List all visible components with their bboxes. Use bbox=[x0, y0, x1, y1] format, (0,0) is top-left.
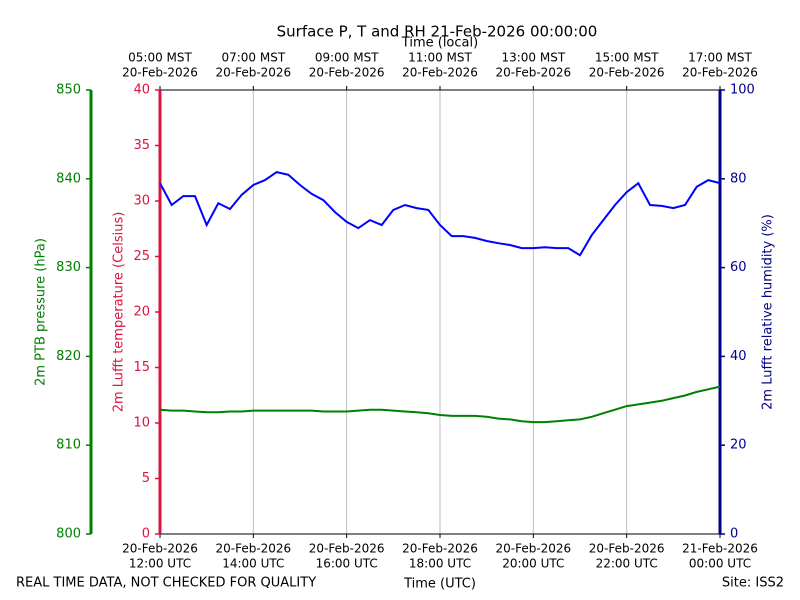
y3-tick-label: 0 bbox=[730, 527, 738, 542]
x-tick-label: 20-Feb-2026 bbox=[122, 542, 198, 556]
data-line bbox=[159, 385, 721, 424]
y2-tick-label: 40 bbox=[133, 83, 150, 98]
x-tick-label: 20-Feb-2026 bbox=[215, 542, 291, 556]
y3-tick-label: 40 bbox=[730, 349, 747, 364]
x2-tick-label: 20-Feb-2026 bbox=[495, 66, 571, 80]
x-tick-label: 12:00 UTC bbox=[129, 557, 191, 571]
x-tick-label: 18:00 UTC bbox=[409, 557, 471, 571]
x2-tick-label: 15:00 MST bbox=[595, 51, 659, 65]
x-axis-label: Time (UTC) bbox=[403, 577, 476, 592]
x2-tick-label: 07:00 MST bbox=[221, 51, 285, 65]
x2-tick-label: 17:00 MST bbox=[688, 51, 752, 65]
y3-tick-label: 80 bbox=[730, 171, 747, 186]
x2-tick-label: 05:00 MST bbox=[128, 51, 192, 65]
y2-axis-label: 2m Lufft temperature (Celsius) bbox=[112, 212, 127, 413]
y3-tick-label: 100 bbox=[730, 83, 755, 98]
x2-tick-label: 13:00 MST bbox=[501, 51, 565, 65]
x2-axis-label: Time (local) bbox=[401, 36, 478, 51]
x-tick-label: 16:00 UTC bbox=[316, 557, 378, 571]
y-axis-label: 2m PTB pressure (hPa) bbox=[34, 238, 49, 386]
x2-tick-label: 20-Feb-2026 bbox=[215, 66, 291, 80]
data-line bbox=[159, 171, 721, 257]
x-tick-label: 20-Feb-2026 bbox=[589, 542, 665, 556]
x2-tick-label: 20-Feb-2026 bbox=[682, 66, 758, 80]
x-tick-label: 21-Feb-2026 bbox=[682, 542, 758, 556]
x-tick-label: 20-Feb-2026 bbox=[495, 542, 571, 556]
x-tick-label: 20-Feb-2026 bbox=[402, 542, 478, 556]
y-tick-label: 810 bbox=[56, 438, 81, 453]
y-tick-label: 850 bbox=[56, 83, 81, 98]
x2-tick-label: 09:00 MST bbox=[315, 51, 379, 65]
y2-tick-label: 25 bbox=[133, 249, 150, 264]
x2-tick-label: 11:00 MST bbox=[408, 51, 472, 65]
x-tick-label: 20-Feb-2026 bbox=[309, 542, 385, 556]
x-tick-label: 20:00 UTC bbox=[502, 557, 564, 571]
y2-tick-label: 5 bbox=[142, 471, 150, 486]
x2-tick-label: 20-Feb-2026 bbox=[309, 66, 385, 80]
y3-axis-label: 2m Lufft relative humidity (%) bbox=[761, 214, 776, 410]
x2-tick-label: 20-Feb-2026 bbox=[402, 66, 478, 80]
y-tick-label: 820 bbox=[56, 349, 81, 364]
y-tick-label: 830 bbox=[56, 260, 81, 275]
footer-note: REAL TIME DATA, NOT CHECKED FOR QUALITY bbox=[16, 576, 316, 591]
x2-tick-label: 20-Feb-2026 bbox=[589, 66, 665, 80]
y3-tick-label: 60 bbox=[730, 260, 747, 275]
y2-tick-label: 15 bbox=[133, 360, 150, 375]
y2-tick-label: 0 bbox=[142, 527, 150, 542]
x2-tick-label: 20-Feb-2026 bbox=[122, 66, 198, 80]
y2-tick-label: 10 bbox=[133, 416, 150, 431]
y2-tick-label: 20 bbox=[133, 305, 150, 320]
y-tick-label: 800 bbox=[56, 527, 81, 542]
chart-title: Surface P, T and RH 21-Feb-2026 00:00:00 bbox=[277, 23, 598, 41]
y-tick-label: 840 bbox=[56, 171, 81, 186]
x-tick-label: 22:00 UTC bbox=[596, 557, 658, 571]
y2-tick-label: 30 bbox=[133, 194, 150, 209]
x-tick-label: 00:00 UTC bbox=[689, 557, 751, 571]
x-tick-label: 14:00 UTC bbox=[222, 557, 284, 571]
site-label: Site: ISS2 bbox=[722, 576, 784, 591]
y3-tick-label: 20 bbox=[730, 438, 747, 453]
y2-tick-label: 35 bbox=[133, 138, 150, 153]
